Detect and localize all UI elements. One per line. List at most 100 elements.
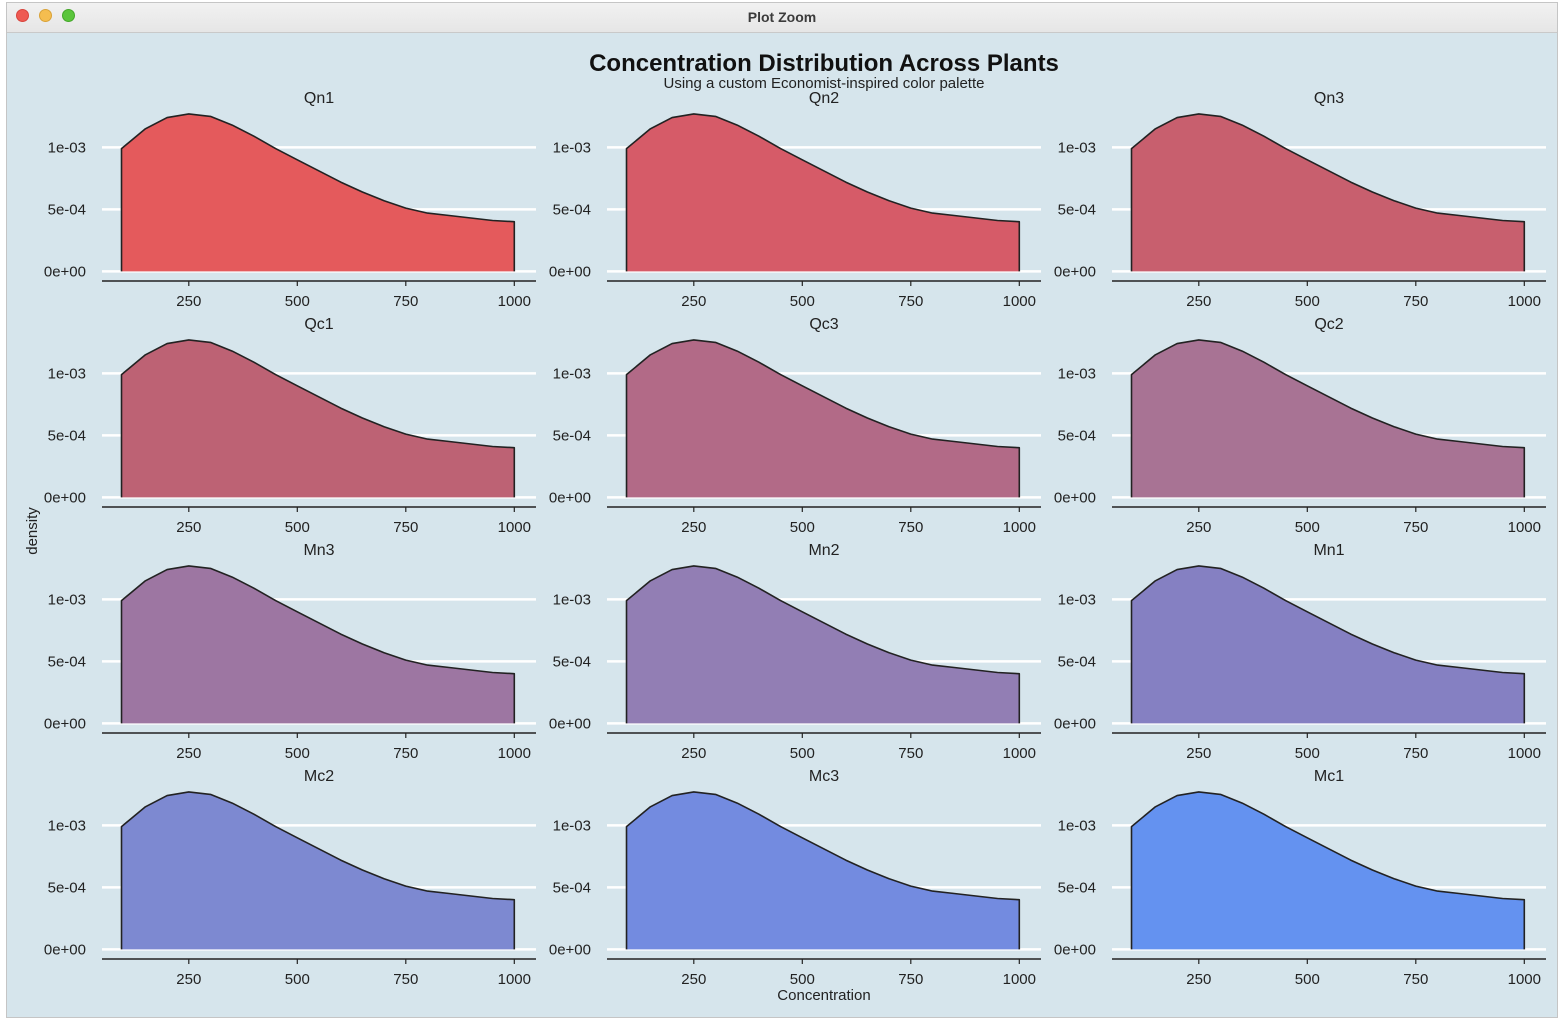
x-tick-label: 750 — [898, 519, 923, 536]
x-axis-title: Concentration — [777, 987, 870, 1004]
x-tick-label: 500 — [1295, 293, 1320, 310]
x-tick-label: 250 — [681, 745, 706, 762]
x-tick-label: 500 — [790, 519, 815, 536]
y-tick-label: 0e+00 — [549, 715, 591, 732]
x-tick-label: 250 — [176, 293, 201, 310]
x-tick-label: 1000 — [1508, 745, 1541, 762]
y-tick-label: 0e+00 — [1054, 263, 1096, 280]
density-area — [626, 113, 1020, 272]
facet-panel-qn2: Qn2 0e+00 5e-04 1e-03 250 500 750 1000 — [549, 90, 1041, 310]
density-curve — [1130, 113, 1526, 272]
x-tick-label: 750 — [898, 971, 923, 988]
x-tick-label: 1000 — [1508, 519, 1541, 536]
density-area — [1131, 113, 1525, 272]
density-area — [121, 113, 515, 272]
x-tick-label: 750 — [898, 745, 923, 762]
y-tick-label: 1e-03 — [553, 365, 591, 382]
x-tick-label: 250 — [1186, 519, 1211, 536]
x-tick-label: 500 — [790, 971, 815, 988]
x-tick-label: 500 — [285, 293, 310, 310]
facet-label: Qn3 — [1314, 90, 1344, 107]
density-area — [626, 791, 1020, 950]
facet-label: Mc1 — [1314, 768, 1344, 785]
x-tick-label: 1000 — [498, 745, 531, 762]
y-tick-label: 1e-03 — [48, 591, 86, 608]
facet-panel-qc1: Qc1 0e+00 5e-04 1e-03 250 500 750 1000 — [44, 316, 536, 536]
x-tick-label: 750 — [1403, 971, 1428, 988]
y-tick-label: 1e-03 — [553, 139, 591, 156]
x-tick-label: 250 — [176, 519, 201, 536]
facet-label: Mn3 — [303, 542, 334, 559]
y-tick-label: 1e-03 — [48, 139, 86, 156]
y-tick-label: 0e+00 — [549, 941, 591, 958]
facet-label: Qc3 — [809, 316, 838, 333]
facet-label: Qc2 — [1314, 316, 1343, 333]
facet-panel-qn3: Qn3 0e+00 5e-04 1e-03 250 500 750 1000 — [1054, 90, 1546, 310]
facet-panel-mn3: Mn3 0e+00 5e-04 1e-03 250 500 750 1000 — [44, 542, 536, 762]
density-area — [626, 565, 1020, 724]
y-tick-label: 5e-04 — [48, 653, 86, 670]
facet-panel-mc2: Mc2 0e+00 5e-04 1e-03 250 500 750 1000 — [44, 768, 536, 988]
x-tick-label: 750 — [393, 519, 418, 536]
facet-panel-qn1: Qn1 0e+00 5e-04 1e-03 250 500 750 1000 — [44, 90, 536, 310]
facet-panel-mc1: Mc1 0e+00 5e-04 1e-03 250 500 750 1000 — [1054, 768, 1546, 988]
facet-panel-mc3: Mc3 0e+00 5e-04 1e-03 250 500 750 1000 — [549, 768, 1041, 988]
x-tick-label: 1000 — [1003, 519, 1036, 536]
x-tick-label: 500 — [790, 745, 815, 762]
y-tick-label: 1e-03 — [1058, 817, 1096, 834]
x-tick-label: 250 — [681, 971, 706, 988]
density-curve — [1130, 791, 1526, 950]
density-area — [1131, 791, 1525, 950]
y-tick-label: 5e-04 — [1058, 201, 1096, 218]
density-curve — [625, 339, 1021, 498]
facet-panel-qc2: Qc2 0e+00 5e-04 1e-03 250 500 750 1000 — [1054, 316, 1546, 536]
maximize-window-button[interactable] — [62, 9, 75, 22]
y-tick-label: 0e+00 — [1054, 489, 1096, 506]
y-tick-label: 5e-04 — [48, 879, 86, 896]
y-tick-label: 1e-03 — [48, 817, 86, 834]
y-tick-label: 1e-03 — [48, 365, 86, 382]
x-tick-label: 250 — [1186, 293, 1211, 310]
y-tick-label: 0e+00 — [44, 715, 86, 732]
facet-label: Mn2 — [808, 542, 839, 559]
y-tick-label: 1e-03 — [553, 591, 591, 608]
density-curve — [1130, 565, 1526, 724]
facet-panel-qc3: Qc3 0e+00 5e-04 1e-03 250 500 750 1000 — [549, 316, 1041, 536]
minimize-window-button[interactable] — [39, 9, 52, 22]
y-tick-label: 5e-04 — [48, 201, 86, 218]
x-tick-label: 750 — [393, 971, 418, 988]
y-tick-label: 5e-04 — [553, 201, 591, 218]
density-area — [1131, 565, 1525, 724]
density-area — [1131, 339, 1525, 498]
facet-label: Mc3 — [809, 768, 839, 785]
y-tick-label: 0e+00 — [1054, 715, 1096, 732]
x-tick-label: 1000 — [498, 519, 531, 536]
y-tick-label: 0e+00 — [549, 489, 591, 506]
x-tick-label: 500 — [790, 293, 815, 310]
y-tick-label: 0e+00 — [44, 941, 86, 958]
y-tick-label: 1e-03 — [1058, 591, 1096, 608]
density-area — [121, 791, 515, 950]
x-tick-label: 500 — [1295, 519, 1320, 536]
x-tick-label: 500 — [1295, 971, 1320, 988]
x-tick-label: 1000 — [1003, 971, 1036, 988]
x-tick-label: 250 — [1186, 745, 1211, 762]
facet-panels: Qn1 0e+00 5e-04 1e-03 250 500 750 1000 Qn2 0e+00 5… — [44, 90, 1546, 988]
facet-label: Qn2 — [809, 90, 839, 107]
facet-panel-mn2: Mn2 0e+00 5e-04 1e-03 250 500 750 1000 — [549, 542, 1041, 762]
close-window-button[interactable] — [16, 9, 29, 22]
density-curve — [120, 565, 516, 724]
x-tick-label: 500 — [285, 519, 310, 536]
plot-zoom-window: Plot Zoom Concentration Distribution Acr… — [6, 2, 1558, 1018]
facet-label: Qn1 — [304, 90, 334, 107]
density-curve — [625, 791, 1021, 950]
y-tick-label: 0e+00 — [44, 489, 86, 506]
density-curve — [120, 339, 516, 498]
x-tick-label: 750 — [393, 293, 418, 310]
y-tick-label: 5e-04 — [1058, 427, 1096, 444]
y-tick-label: 5e-04 — [48, 427, 86, 444]
density-curve — [1130, 339, 1526, 498]
y-tick-label: 0e+00 — [44, 263, 86, 280]
y-tick-label: 5e-04 — [1058, 879, 1096, 896]
x-tick-label: 750 — [1403, 519, 1428, 536]
